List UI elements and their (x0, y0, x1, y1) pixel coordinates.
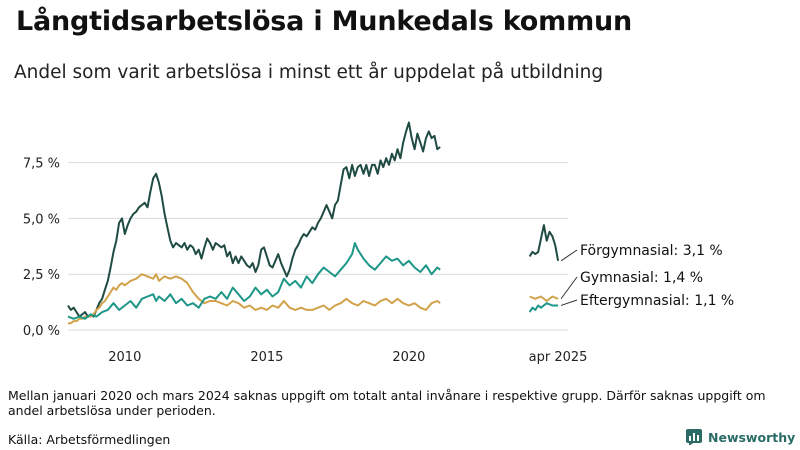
y-tick-label: 0,0 % (23, 324, 60, 339)
label-leader-line (560, 249, 578, 262)
y-tick-label: 5,0 % (23, 212, 60, 227)
y-tick-label: 2,5 % (23, 268, 60, 283)
series-lines (67, 121, 560, 325)
brand-name: Newsworthy (708, 429, 796, 445)
series-line-eftergymnasial-1 (528, 302, 559, 313)
series-label-förgymnasial: Förgymnasial: 3,1 % (580, 243, 723, 259)
x-axis-ticks: 2010 2015 2020 apr 2025 (108, 350, 587, 365)
x-tick-label: 2015 (250, 350, 283, 365)
series-labels: Förgymnasial: 3,1 % Gymnasial: 1,4 % Efter… (560, 243, 734, 309)
series-label-eftergymnasial: Eftergymnasial: 1,1 % (580, 293, 734, 309)
series-label-gymnasial: Gymnasial: 1,4 % (580, 270, 703, 286)
footnote: Mellan januari 2020 och mars 2024 saknas… (8, 388, 766, 418)
y-axis-ticks: 0,0 % 2,5 % 5,0 % 7,5 % (23, 157, 60, 339)
x-tick-label: 2010 (108, 350, 141, 365)
series-line-eftergymnasial-0 (67, 242, 441, 320)
x-tick-label: apr 2025 (529, 350, 588, 365)
series-line-gymnasial-1 (529, 295, 559, 302)
series-line-förgymnasial-0 (67, 121, 441, 318)
chart-subtitle: Andel som varit arbetslösa i minst ett å… (14, 62, 604, 83)
series-line-förgymnasial-1 (528, 224, 560, 261)
series-line-gymnasial-0 (68, 273, 441, 325)
brand-logo: Newsworthy (686, 429, 795, 445)
newsworthy-logo-icon (686, 429, 702, 445)
x-tick-label: 2020 (392, 350, 425, 365)
y-tick-label: 7,5 % (23, 157, 60, 172)
chart-title: Långtidsarbetslösa i Munkedals kommun (16, 6, 633, 37)
label-leader-line (560, 276, 578, 300)
source-text: Källa: Arbetsförmedlingen (8, 432, 171, 447)
label-leader-line (560, 299, 578, 306)
gridlines (68, 162, 568, 331)
